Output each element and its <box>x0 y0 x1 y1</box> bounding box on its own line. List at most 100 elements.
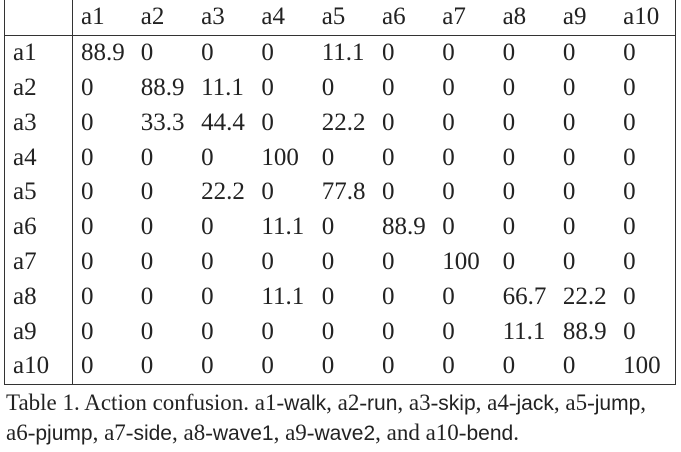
cell: 0 <box>81 178 94 206</box>
cell: 44.4 <box>201 108 245 136</box>
cell: 0 <box>442 317 455 345</box>
row-header: a10 <box>4 348 73 385</box>
row-header: a4 <box>4 140 73 175</box>
cell: 0 <box>140 39 154 67</box>
table-row: a1 88.9 0 0 0 11.1 0 0 0 0 0 <box>4 35 676 71</box>
cell: 0 <box>321 213 335 241</box>
table-row: a2 0 88.9 11.1 0 0 0 0 0 0 0 <box>4 70 676 106</box>
action-name: skip <box>438 392 476 415</box>
cell: 0 <box>321 73 335 101</box>
caption-text: , a7- <box>92 420 134 445</box>
cell: 0 <box>140 352 154 380</box>
action-name: bend <box>466 422 514 445</box>
column-header: a8 <box>494 0 555 36</box>
cell: 0 <box>140 143 154 171</box>
cell: 0 <box>140 317 154 345</box>
cell: 0 <box>442 108 455 136</box>
table-row: a4 0 0 0 100 0 0 0 0 0 0 <box>4 140 676 175</box>
cell: 0 <box>442 178 455 206</box>
cell: 0 <box>502 178 516 206</box>
cell: 0 <box>442 213 455 241</box>
cell: 0 <box>261 352 274 380</box>
cell: 0 <box>623 213 636 241</box>
cell: 0 <box>81 108 94 136</box>
cell: 0 <box>381 108 395 136</box>
cell: 0 <box>502 247 516 275</box>
action-name: jump <box>594 392 641 415</box>
cell: 0 <box>502 73 516 101</box>
table-row: a5 0 0 22.2 0 77.8 0 0 0 0 0 <box>4 174 676 210</box>
cell: 0 <box>261 39 274 67</box>
cell: 0 <box>81 282 94 310</box>
row-header: a3 <box>4 105 73 141</box>
cell: 11.1 <box>502 317 546 345</box>
cell: 66.7 <box>502 282 547 310</box>
column-header: a3 <box>193 0 254 36</box>
action-name: pjump <box>35 422 93 445</box>
header-row: a1 a2 a3 a4 a5 a6 a7 a8 a9 a10 <box>4 0 676 36</box>
cell: 0 <box>81 73 94 101</box>
cell: 0 <box>381 178 395 206</box>
table-row: a7 0 0 0 0 0 0 100 0 0 0 <box>4 244 676 280</box>
cell: 0 <box>201 39 214 67</box>
cell: 0 <box>442 73 455 101</box>
cell: 0 <box>623 282 636 310</box>
cell: 0 <box>261 178 274 206</box>
cell: 0 <box>381 352 395 380</box>
table-row: a6 0 0 0 11.1 0 88.9 0 0 0 0 <box>4 209 676 245</box>
caption: Table 1. Action confusion. a1-walk, a2-r… <box>6 388 676 448</box>
cell: 0 <box>201 317 214 345</box>
cell: 0 <box>381 143 395 171</box>
caption-text: , and a10- <box>375 420 467 445</box>
row-header: a6 <box>4 209 73 245</box>
table-row: a3 0 33.3 44.4 0 22.2 0 0 0 0 0 <box>4 105 676 141</box>
cell: 0 <box>623 143 636 171</box>
column-header: a4 <box>253 0 314 36</box>
action-name: walk <box>284 392 327 415</box>
cell: 0 <box>442 143 455 171</box>
cell: 0 <box>201 247 214 275</box>
cell: 11.1 <box>261 282 305 310</box>
cell: 88.9 <box>81 39 125 67</box>
cell: 0 <box>623 178 636 206</box>
table-row: a10 0 0 0 0 0 0 0 0 0 100 <box>4 348 676 385</box>
column-header: a1 <box>72 0 133 36</box>
cell: 11.1 <box>321 39 365 67</box>
cell: 0 <box>562 247 576 275</box>
row-header: a5 <box>4 174 73 210</box>
action-name: jack <box>516 392 554 415</box>
caption-text: . <box>513 420 519 445</box>
caption-text: , a6- <box>6 390 647 445</box>
caption-text: , a4- <box>475 390 517 415</box>
cell: 0 <box>201 143 214 171</box>
cell: 88.9 <box>140 73 185 101</box>
cell: 22.2 <box>562 282 607 310</box>
cell: 100 <box>261 143 299 171</box>
cell: 0 <box>201 282 214 310</box>
cell: 0 <box>442 39 455 67</box>
cell: 0 <box>201 213 214 241</box>
column-header: a6 <box>373 0 435 36</box>
cell: 11.1 <box>261 213 305 241</box>
cell: 100 <box>623 352 661 380</box>
cell: 0 <box>81 143 94 171</box>
row-header: a9 <box>4 314 73 349</box>
caption-text: , a9- <box>273 420 315 445</box>
cell: 0 <box>623 317 636 345</box>
column-header: a10 <box>615 0 676 36</box>
corner <box>4 0 73 36</box>
cell: 0 <box>81 317 94 345</box>
cell: 0 <box>502 352 516 380</box>
row-header: a1 <box>4 35 73 71</box>
cell: 22.2 <box>201 178 245 206</box>
cell: 0 <box>442 352 455 380</box>
cell: 77.8 <box>321 178 366 206</box>
cell: 88.9 <box>381 213 426 241</box>
cell: 0 <box>562 213 576 241</box>
row-header: a8 <box>4 279 73 315</box>
cell: 0 <box>81 352 94 380</box>
action-name: wave1 <box>212 422 274 445</box>
cell: 0 <box>623 247 636 275</box>
cell: 0 <box>381 73 395 101</box>
